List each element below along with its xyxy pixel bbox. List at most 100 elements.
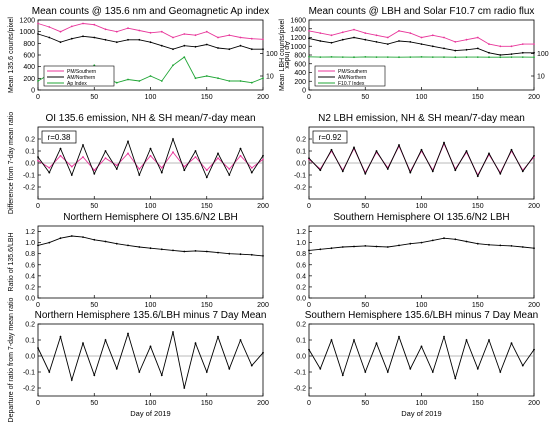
data-point bbox=[443, 237, 445, 240]
data-point bbox=[398, 40, 400, 42]
data-point bbox=[308, 348, 310, 351]
data-point bbox=[194, 77, 197, 80]
x-tick-label: 200 bbox=[257, 203, 269, 210]
data-point bbox=[160, 166, 163, 169]
data-point bbox=[521, 56, 524, 58]
data-point bbox=[149, 154, 152, 157]
data-point bbox=[510, 56, 513, 58]
data-point bbox=[353, 28, 355, 31]
data-point bbox=[454, 49, 457, 52]
data-point bbox=[353, 56, 355, 59]
data-point bbox=[93, 172, 96, 175]
legend-label: PM/Southern bbox=[67, 69, 96, 75]
data-point bbox=[398, 244, 400, 247]
data-point bbox=[262, 158, 264, 161]
data-point bbox=[330, 247, 333, 250]
data-point bbox=[454, 238, 457, 241]
x-tick-label: 50 bbox=[361, 94, 369, 101]
data-point bbox=[250, 171, 253, 174]
chart-title: Southern Hemisphere OI 135.6/N2 LBH bbox=[333, 212, 509, 223]
data-point bbox=[510, 45, 513, 48]
data-point bbox=[533, 247, 535, 250]
data-point bbox=[194, 156, 197, 158]
data-point bbox=[205, 75, 208, 77]
data-point bbox=[104, 150, 107, 152]
data-point bbox=[488, 51, 490, 54]
data-point bbox=[364, 32, 367, 34]
data-point bbox=[319, 56, 322, 58]
data-point bbox=[172, 138, 174, 140]
data-point bbox=[533, 51, 535, 54]
chart-title: Northern Hemisphere 135.6/LBH minus 7 Da… bbox=[35, 310, 267, 321]
data-point bbox=[217, 77, 219, 80]
data-point bbox=[115, 81, 118, 84]
y-tick-label: 0.6 bbox=[25, 262, 35, 269]
data-point bbox=[149, 345, 152, 348]
data-point bbox=[250, 37, 253, 40]
data-point bbox=[37, 159, 39, 162]
annotation-box bbox=[312, 130, 348, 144]
data-point bbox=[149, 247, 152, 250]
x-tick-label: 100 bbox=[145, 302, 157, 309]
data-point bbox=[160, 30, 163, 33]
y-axis-label: Departure of ratio from 7-day mean ratio bbox=[8, 297, 15, 422]
data-point bbox=[239, 339, 242, 341]
x-tick-label: 50 bbox=[90, 94, 98, 101]
data-point bbox=[239, 154, 242, 157]
y2-axis-label: Ap Index bbox=[283, 41, 290, 69]
data-point bbox=[420, 36, 423, 39]
data-point bbox=[48, 36, 51, 39]
data-point bbox=[510, 53, 513, 55]
data-point bbox=[375, 34, 378, 37]
data-point bbox=[70, 235, 73, 237]
x-tick-label: 50 bbox=[90, 203, 98, 210]
data-point bbox=[443, 36, 445, 39]
data-point bbox=[239, 44, 242, 47]
data-point bbox=[104, 28, 107, 31]
data-point bbox=[330, 34, 333, 37]
series-line bbox=[37, 137, 264, 179]
data-point bbox=[499, 45, 502, 48]
data-point bbox=[228, 34, 231, 37]
y-axis-label: Ratio of 135.6/LBH bbox=[8, 232, 15, 291]
data-point bbox=[228, 367, 231, 370]
x-tick-label: 50 bbox=[90, 302, 98, 309]
legend-label: AM/Northern bbox=[338, 75, 367, 81]
data-point bbox=[375, 245, 378, 248]
data-point bbox=[37, 80, 39, 82]
x-tick-label: 150 bbox=[472, 94, 484, 101]
data-point bbox=[454, 377, 457, 380]
annotation-box bbox=[41, 130, 77, 144]
y-tick-label: 0.0 bbox=[25, 296, 35, 303]
data-point bbox=[172, 48, 174, 51]
data-point bbox=[465, 38, 468, 41]
data-point bbox=[375, 342, 378, 345]
y-tick-label: 0.1 bbox=[296, 149, 306, 156]
data-point bbox=[205, 169, 208, 172]
data-point bbox=[330, 148, 333, 151]
data-point bbox=[443, 141, 445, 144]
data-point bbox=[127, 27, 129, 30]
data-point bbox=[59, 154, 62, 157]
y-tick-label: -0.2 bbox=[23, 386, 35, 393]
data-point bbox=[250, 81, 253, 84]
data-point bbox=[48, 171, 51, 174]
y-tick-label: 0.8 bbox=[296, 251, 306, 258]
data-point bbox=[48, 166, 51, 169]
data-point bbox=[183, 387, 186, 389]
data-point bbox=[499, 54, 502, 56]
data-point bbox=[228, 174, 231, 176]
data-point bbox=[488, 243, 490, 246]
data-point bbox=[398, 335, 400, 338]
y-tick-label: 1200 bbox=[290, 35, 306, 42]
data-point bbox=[160, 248, 163, 251]
data-point bbox=[115, 164, 118, 167]
data-point bbox=[217, 157, 219, 160]
data-point bbox=[183, 165, 186, 168]
y-tick-label: 1600 bbox=[290, 18, 306, 25]
y-tick-label: 1.0 bbox=[296, 240, 306, 247]
y-tick-label: 1400 bbox=[290, 26, 306, 33]
x-tick-label: 100 bbox=[145, 94, 157, 101]
y-tick-label: 0.6 bbox=[296, 262, 306, 269]
data-point bbox=[375, 150, 378, 152]
